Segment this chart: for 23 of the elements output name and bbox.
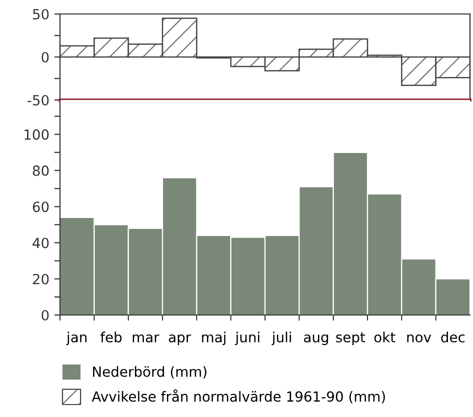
x-tick-label: mar: [132, 334, 160, 342]
x-tick-label: aug: [304, 334, 328, 346]
x-tick-label: nov: [407, 334, 432, 342]
y-tick-label: 0: [42, 310, 49, 320]
x-tick-label: apr: [168, 334, 192, 346]
y-tick-label: 20: [32, 274, 49, 284]
legend-label: Nederbörd (mm): [93, 366, 206, 379]
legend-label: Avvikelse från normalvärde 1961-90 (mm): [92, 389, 385, 404]
x-tick-label: maj: [202, 332, 226, 346]
x-tick-label: dec: [441, 332, 465, 342]
x-tick-label: juli: [272, 332, 291, 346]
y-tick-label: 40: [32, 238, 49, 248]
y-tick-label: 0: [42, 52, 49, 62]
x-tick-label: sept: [336, 332, 366, 346]
y-tick-label: 50: [32, 8, 49, 20]
y-tick-label: 100: [24, 129, 49, 140]
x-tick-label: feb: [100, 332, 122, 342]
y-tick-label: 60: [32, 202, 49, 212]
x-tick-label: okt: [374, 332, 396, 342]
y-tick-label: 80: [32, 165, 49, 176]
x-tick-label: juni: [235, 332, 260, 346]
y-tick-label: -50: [28, 94, 49, 106]
x-tick-label: jan: [66, 332, 86, 346]
